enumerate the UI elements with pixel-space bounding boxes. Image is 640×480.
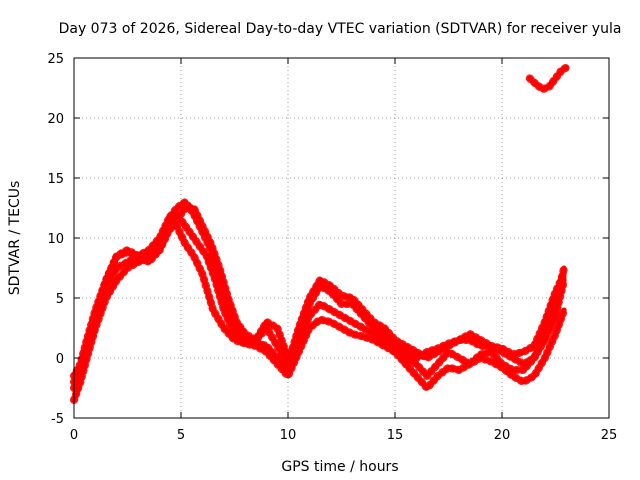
chart-title: Day 073 of 2026, Sidereal Day-to-day VTE… [59, 21, 622, 37]
y-axis-label: SDTVAR / TECUs [7, 181, 23, 296]
x-axis-label: GPS time / hours [281, 459, 398, 475]
series-markers-track-4 [70, 198, 569, 380]
x-tick-label: 10 [280, 428, 297, 443]
x-tick-label: 15 [387, 428, 404, 443]
y-tick-label: 25 [47, 52, 64, 67]
data-series [70, 63, 571, 404]
y-tick-label: 20 [47, 112, 64, 127]
y-tick-label: 5 [56, 292, 64, 307]
y-tick-label: 10 [47, 232, 64, 247]
y-tick-label: 15 [47, 172, 64, 187]
x-tick-label: 25 [601, 428, 618, 443]
axis-ticks: 0 5 10 15 20 25 -5 0 5 10 15 20 25 [47, 52, 617, 443]
x-tick-label: 20 [494, 428, 511, 443]
series-markers-late-segment [525, 63, 571, 94]
x-tick-label: 5 [177, 428, 185, 443]
y-tick-label: 0 [56, 352, 64, 367]
x-tick-label: 0 [70, 428, 78, 443]
y-tick-label: -5 [51, 412, 64, 427]
